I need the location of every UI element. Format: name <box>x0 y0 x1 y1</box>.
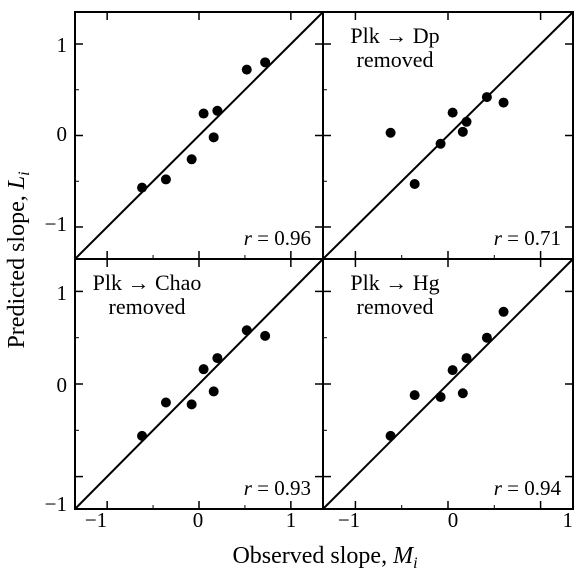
panel-annotation: Plk → Chao <box>93 270 202 295</box>
x-tick-labels: −1 0 1 −1 0 1 <box>85 508 573 532</box>
y-tick-labels: 1 0 −1 1 0 −1 <box>45 33 67 516</box>
y-tick-label: −1 <box>45 492 67 516</box>
data-point <box>457 388 468 399</box>
scatter-panel-top-left: r = 0.96 <box>74 11 324 260</box>
data-point <box>481 332 492 343</box>
data-point <box>241 64 252 75</box>
data-point <box>435 138 446 149</box>
data-point <box>137 182 148 193</box>
data-point <box>186 399 197 410</box>
panel-annotation: removed <box>109 294 186 319</box>
x-tick-label: 1 <box>286 508 297 532</box>
data-point <box>435 391 446 402</box>
x-tick-label: 0 <box>448 508 459 532</box>
identity-line <box>74 258 324 510</box>
data-point <box>498 97 509 108</box>
identity-line <box>74 11 324 260</box>
data-point <box>481 92 492 103</box>
data-point <box>186 154 197 165</box>
y-tick-label: 0 <box>57 373 68 397</box>
data-point <box>198 364 209 375</box>
panel-annotation: removed <box>357 294 434 319</box>
data-point <box>385 430 396 441</box>
data-point <box>385 127 396 138</box>
y-tick-label: 0 <box>57 122 68 146</box>
data-point <box>208 386 219 397</box>
data-point <box>241 325 252 336</box>
data-point <box>447 365 458 376</box>
data-point <box>461 353 472 364</box>
correlation-label: r = 0.96 <box>244 226 311 250</box>
x-tick-label: −1 <box>338 508 360 532</box>
data-point <box>160 174 171 185</box>
data-point <box>137 430 148 441</box>
data-point <box>260 57 271 68</box>
y-axis-title: Predicted slope, Li <box>4 171 33 348</box>
correlation-label: r = 0.71 <box>494 226 561 250</box>
data-point <box>447 107 458 118</box>
identity-line <box>322 11 574 260</box>
data-point <box>409 178 420 189</box>
data-point <box>409 390 420 401</box>
panel-annotation: Plk → Hg <box>350 270 439 295</box>
panel-annotation: removed <box>357 47 434 72</box>
y-tick-label: 1 <box>57 33 68 57</box>
data-point <box>498 306 509 317</box>
data-point <box>212 105 223 116</box>
x-tick-label: 1 <box>563 508 574 532</box>
correlation-label: r = 0.94 <box>494 476 562 500</box>
data-point <box>212 353 223 364</box>
data-point <box>461 116 472 127</box>
x-tick-label: 0 <box>193 508 204 532</box>
y-tick-label: 1 <box>57 281 68 305</box>
x-tick-label: −1 <box>85 508 107 532</box>
data-point <box>260 330 271 341</box>
y-tick-label: −1 <box>45 212 67 236</box>
panel-annotation: Plk → Dp <box>350 23 439 48</box>
correlation-label: r = 0.93 <box>244 476 311 500</box>
data-point <box>160 397 171 408</box>
x-axis-title: Observed slope, Mi <box>232 543 417 572</box>
data-point <box>198 108 209 119</box>
data-point <box>457 126 468 137</box>
identity-line <box>322 258 574 510</box>
data-point <box>208 132 219 143</box>
